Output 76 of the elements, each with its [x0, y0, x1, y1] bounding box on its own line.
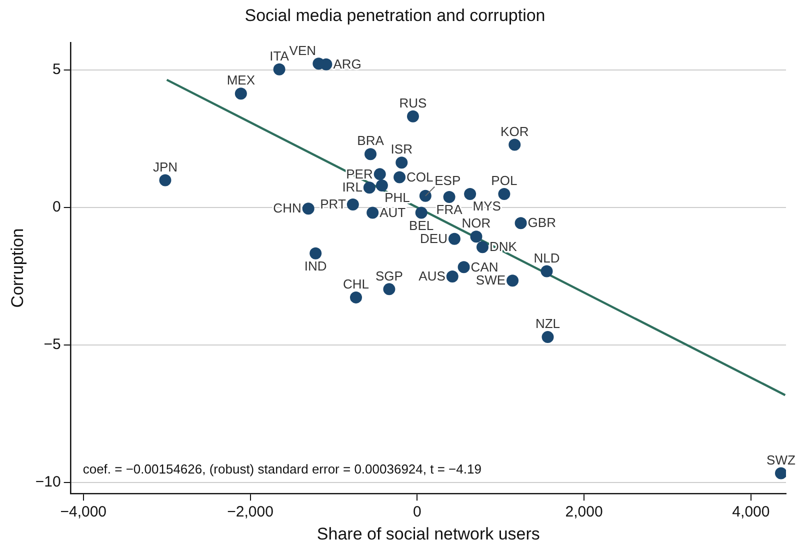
series-label: SGP [375, 268, 403, 284]
point [446, 270, 458, 283]
series-label: SWZ [766, 452, 796, 468]
point [419, 190, 432, 202]
y-axis-title: Corruption [8, 228, 27, 308]
point [514, 217, 527, 230]
series-label: BRA [357, 133, 384, 148]
point [540, 265, 553, 278]
point [508, 138, 521, 151]
series-label: PRT [320, 196, 346, 212]
series-label: DEU [420, 230, 448, 246]
series-label: IND [304, 258, 327, 274]
x-tick-label: 0 [412, 504, 422, 521]
y-tick-label: 0 [52, 198, 61, 216]
series-label: IRL [342, 180, 362, 195]
series-label: COL [406, 169, 434, 184]
point [310, 247, 322, 260]
point [406, 110, 419, 122]
series-label: ESP [434, 172, 461, 188]
point [159, 174, 172, 186]
point [443, 191, 456, 204]
point [346, 198, 359, 210]
series-label: MYS [472, 198, 502, 214]
series-label: ARG [333, 56, 362, 72]
point [476, 241, 488, 254]
series-label: JPN [152, 159, 178, 174]
point [376, 179, 388, 192]
series-label: KOR [500, 124, 529, 139]
point [448, 232, 460, 245]
point [458, 261, 470, 274]
point [383, 283, 396, 296]
x-tick-label: 4,000 [732, 504, 770, 521]
series-label: AUS [418, 268, 446, 284]
point [396, 156, 408, 169]
series-label: GBR [528, 215, 556, 230]
series-label: NLD [534, 250, 560, 266]
series-label: RUS [399, 95, 428, 110]
point [470, 230, 482, 243]
point [234, 88, 247, 100]
y-tick-label: −5 [44, 336, 61, 354]
point [415, 206, 428, 219]
point [498, 188, 510, 200]
series-label: NOR [462, 216, 491, 231]
point [302, 202, 314, 215]
series-label: ISR [390, 142, 412, 157]
series-label: CHL [342, 276, 369, 292]
x-tick-label: −2,000 [227, 504, 274, 521]
series-label: CHN [273, 200, 302, 216]
point [506, 274, 519, 287]
series-label: SWE [476, 272, 506, 288]
x-axis-title: Share of social network users [316, 524, 540, 544]
series-label: FRA [436, 202, 463, 218]
series-label: CAN [470, 259, 498, 274]
series-label: VEN [289, 43, 316, 58]
annotation: coef. = −0.00154626, (robust) standard error = 0.00036924, t = −4.19 [82, 462, 482, 477]
point [542, 331, 554, 344]
series-label: BEL [409, 218, 434, 233]
y-tick-label: −10 [35, 474, 61, 491]
point [394, 171, 406, 184]
series-label: AUT [380, 204, 406, 220]
point [366, 206, 379, 219]
point [374, 168, 386, 180]
y-tick-label: 5 [52, 61, 61, 78]
series-label: NZL [535, 316, 560, 332]
point [464, 188, 476, 200]
point [363, 182, 376, 194]
point [774, 467, 786, 480]
x-tick-label: −4,000 [60, 504, 107, 521]
point [364, 148, 377, 160]
series-label: POL [491, 173, 518, 188]
x-tick-label: 2,000 [565, 504, 603, 521]
chart-title: Social media penetration and corruption [244, 6, 546, 25]
series-label: ITA [270, 48, 290, 64]
point [273, 63, 286, 76]
point [350, 291, 362, 304]
series-label: MEX [226, 72, 256, 88]
